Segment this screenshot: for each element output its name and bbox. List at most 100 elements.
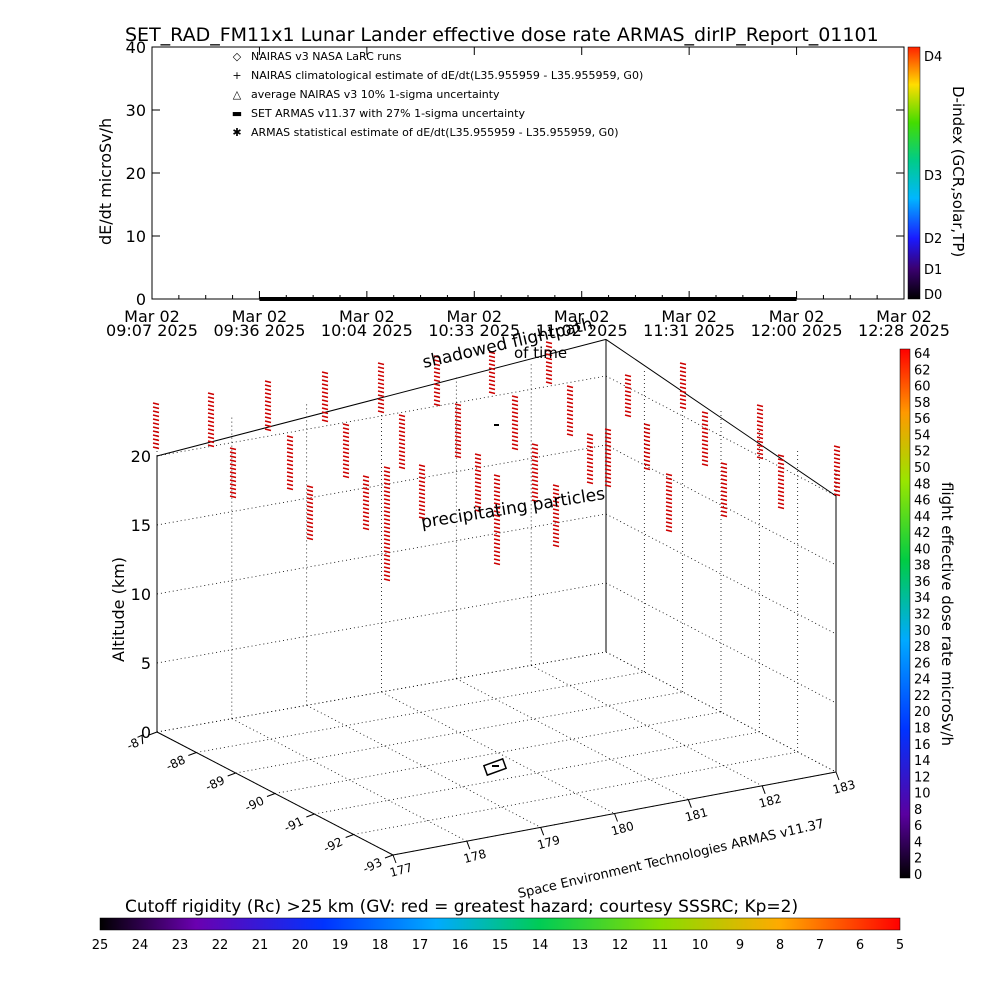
altitude-tick-label: 10	[131, 585, 151, 604]
particle-stick-mark	[229, 471, 237, 475]
particle-stick-mark	[433, 371, 441, 375]
altitude-tick-label: 15	[131, 516, 151, 535]
lon-tick-label: 178	[462, 847, 488, 866]
particle-stick-mark	[362, 507, 370, 511]
particle-stick-mark	[383, 554, 391, 558]
particle-stick-mark	[833, 465, 841, 469]
particle-stick-mark	[777, 458, 785, 462]
particle-stick-mark	[383, 534, 391, 538]
particle-stick-mark	[362, 503, 370, 507]
lat-tick	[188, 752, 197, 756]
dose-rate-ticks: 0246810121416182022242628303234363840424…	[914, 347, 931, 883]
particle-stick-mark	[362, 515, 370, 519]
dose-rate-tick-label: 46	[914, 494, 931, 509]
dose-rate-tick-label: 58	[914, 396, 931, 411]
particle-stick-mark	[383, 546, 391, 550]
particle-stick-mark	[286, 447, 294, 451]
legend-label: NAIRAS climatological estimate of dE/dt(…	[251, 69, 643, 82]
legend-label: SET ARMAS v11.37 with 27% 1-sigma uncert…	[251, 107, 525, 120]
d-index-label: D-index (GCR,solar,TP)	[949, 86, 967, 257]
wall-grid-line	[605, 651, 837, 773]
particle-stick-mark	[777, 482, 785, 486]
lon-tick	[466, 840, 471, 850]
particle-stick-mark	[624, 402, 632, 406]
particle-stick-mark	[604, 464, 612, 468]
particle-stick-mark	[362, 483, 370, 487]
particle-stick-mark	[229, 475, 237, 479]
dose-x-tick-time: 11:02 2025	[536, 321, 628, 340]
particle-stick-mark	[207, 428, 215, 432]
rigidity-tick-label: 9	[736, 938, 744, 953]
dose-rate-tick-label: 6	[914, 819, 922, 834]
particle-stick-mark	[321, 371, 329, 375]
particle-stick-mark	[720, 502, 728, 506]
particle-stick-mark	[306, 505, 314, 509]
particle-stick-mark	[720, 514, 728, 518]
particle-stick-mark	[474, 461, 482, 465]
rigidity-tick-label: 21	[252, 938, 269, 953]
wall-grid-line	[156, 375, 607, 457]
particle-stick-mark	[286, 459, 294, 463]
dose-rate-tick-label: 40	[914, 542, 931, 557]
particle-stick-mark	[493, 506, 501, 510]
particle-stick-mark	[377, 406, 385, 410]
particle-stick-mark	[474, 473, 482, 477]
particle-stick-mark	[229, 479, 237, 483]
particle-stick-mark	[342, 427, 350, 431]
particle-stick-mark	[720, 474, 728, 478]
dose-rate-tick-label: 56	[914, 412, 931, 427]
particle-stick-mark	[552, 532, 560, 536]
d-index-tick-label: D1	[924, 263, 942, 278]
particle-stick-mark	[398, 418, 406, 422]
particle-stick-mark	[383, 478, 391, 482]
wall-grid-line	[605, 444, 837, 566]
dose-y-tick-label: 10	[126, 227, 146, 246]
particle-stick-mark	[286, 487, 294, 491]
particle-stick-mark	[833, 461, 841, 465]
box-edge	[605, 338, 837, 497]
particle-stick-mark	[493, 478, 501, 482]
particle-stick-mark	[152, 446, 160, 450]
particle-stick-mark	[321, 419, 329, 423]
particle-stick-mark	[383, 578, 391, 582]
particle-stick-mark	[488, 391, 496, 395]
particle-stick-mark	[566, 389, 574, 393]
particle-stick-mark	[493, 542, 501, 546]
particle-stick-mark	[362, 519, 370, 523]
particle-stick-mark	[418, 476, 426, 480]
particle-stick-mark	[531, 443, 539, 447]
dose-x-tick-date: Mar 02	[661, 307, 717, 326]
dose-rate-tick-label: 12	[914, 770, 931, 785]
particle-stick-mark	[552, 508, 560, 512]
cutoff-rigidity-ticks: 25 24 23 22 21 20 19 18 17 16 15 14 13 12 11 10 9 8 7 6 5	[92, 938, 904, 953]
lat-tick	[306, 813, 315, 818]
particle-stick-mark	[383, 474, 391, 478]
particle-stick-mark	[665, 485, 673, 489]
particle-stick-mark	[756, 420, 764, 424]
particle-stick-mark	[418, 492, 426, 496]
particle-stick-mark	[264, 420, 272, 424]
particle-stick-mark	[342, 471, 350, 475]
particle-stick-mark	[566, 397, 574, 401]
particle-stick-mark	[286, 479, 294, 483]
particle-stick-mark	[586, 437, 594, 441]
particle-stick-mark	[604, 468, 612, 472]
particle-stick-mark	[321, 411, 329, 415]
particle-stick-mark	[418, 484, 426, 488]
particle-stick-mark	[264, 388, 272, 392]
particle-stick-mark	[454, 447, 462, 451]
particle-stick-mark	[454, 403, 462, 407]
dose-rate-tick-label: 60	[914, 380, 931, 395]
particle-stick-mark	[531, 499, 539, 503]
particle-stick-mark	[377, 410, 385, 414]
particle-stick-mark	[624, 374, 632, 378]
particle-stick-mark	[545, 349, 553, 353]
wall-grid-line	[605, 375, 837, 497]
particle-stick-mark	[552, 540, 560, 544]
particle-stick-mark	[552, 488, 560, 492]
particle-stick-mark	[701, 431, 709, 435]
d-index-ticks: D0 D1 D2 D3 D4	[924, 50, 942, 303]
particle-stick-mark	[545, 373, 553, 377]
dose-x-tick-time: 09:07 2025	[106, 321, 198, 340]
particle-stick-mark	[511, 447, 519, 451]
